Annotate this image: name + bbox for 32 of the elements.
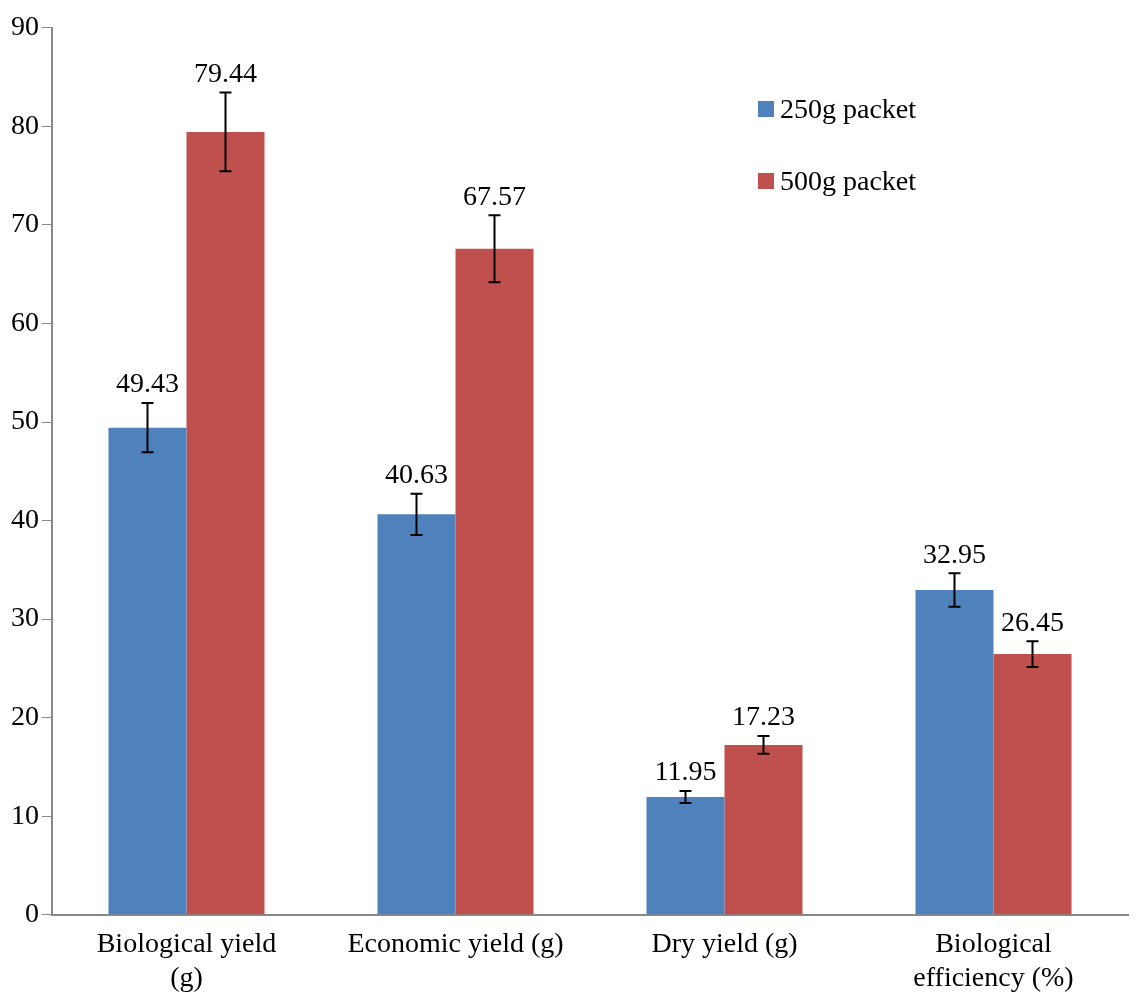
data-label: 49.43 — [115, 367, 179, 399]
data-label: 79.44 — [194, 56, 258, 88]
bar — [455, 248, 534, 915]
data-label: 26.45 — [1001, 605, 1065, 637]
data-label: 40.63 — [384, 458, 448, 490]
y-tick-label: 20 — [11, 700, 39, 732]
legend-label: 500g packet — [780, 165, 917, 197]
bar — [377, 514, 456, 915]
x-tick-label: Biological efficiency (%) — [913, 926, 1074, 992]
bar — [646, 797, 725, 915]
y-tick-label: 0 — [25, 897, 39, 929]
data-label: 67.57 — [463, 179, 527, 211]
x-tick-label: Dry yield (g) — [651, 926, 798, 958]
bar — [724, 744, 803, 915]
legend-label: 250g packet — [780, 93, 917, 125]
bar — [993, 654, 1072, 915]
bar — [915, 590, 994, 915]
y-tick-label: 10 — [11, 798, 39, 830]
y-tick-label: 80 — [11, 108, 39, 140]
x-tick-label: Biological yield (g) — [96, 926, 277, 992]
data-label: 32.95 — [922, 537, 986, 569]
bar — [186, 131, 265, 915]
data-label: 11.95 — [654, 755, 717, 787]
y-tick-label: 90 — [11, 10, 39, 42]
y-tick-label: 30 — [11, 601, 39, 633]
y-tick-label: 40 — [11, 502, 39, 534]
y-tick-label: 70 — [11, 207, 39, 239]
bar — [108, 427, 187, 915]
y-tick-label: 50 — [11, 404, 39, 436]
data-label: 17.23 — [732, 700, 796, 732]
y-tick-label: 60 — [11, 305, 39, 337]
x-tick-label: Economic yield (g) — [347, 926, 564, 958]
